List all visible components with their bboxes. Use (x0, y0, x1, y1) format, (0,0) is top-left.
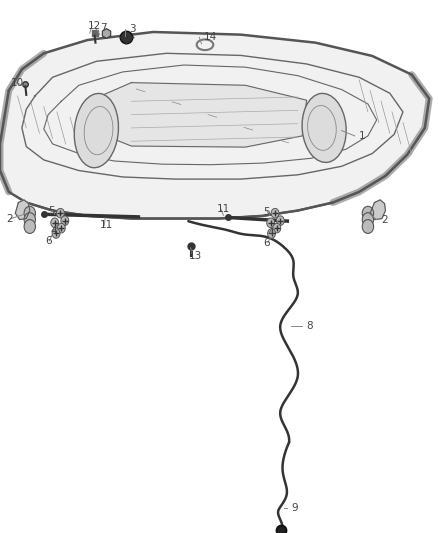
Text: 10: 10 (11, 78, 24, 87)
Polygon shape (0, 32, 429, 219)
Text: 5: 5 (48, 206, 55, 215)
Text: 1: 1 (359, 131, 366, 141)
Text: 7: 7 (100, 23, 106, 33)
Circle shape (362, 213, 374, 227)
Circle shape (362, 206, 374, 220)
Circle shape (268, 229, 276, 238)
Circle shape (24, 213, 35, 227)
Circle shape (273, 223, 281, 233)
Text: 2: 2 (381, 215, 388, 224)
Circle shape (61, 216, 69, 225)
Text: 6: 6 (45, 236, 52, 246)
Circle shape (362, 220, 374, 233)
Text: 6: 6 (264, 238, 270, 247)
Text: 9: 9 (291, 503, 298, 513)
Circle shape (24, 220, 35, 233)
Ellipse shape (302, 93, 346, 163)
Circle shape (267, 218, 275, 228)
Polygon shape (370, 200, 385, 220)
Text: 8: 8 (307, 321, 313, 331)
Text: 13: 13 (188, 251, 201, 261)
Ellipse shape (74, 93, 118, 168)
Polygon shape (96, 83, 307, 147)
Polygon shape (15, 200, 30, 220)
Text: 11: 11 (100, 221, 113, 230)
Text: 2: 2 (7, 214, 13, 223)
Circle shape (24, 206, 35, 220)
Text: 4: 4 (267, 228, 274, 238)
Text: 5: 5 (263, 207, 269, 216)
Text: 14: 14 (204, 33, 217, 42)
Circle shape (57, 208, 64, 218)
Text: 11: 11 (217, 205, 230, 214)
Circle shape (52, 229, 60, 238)
Circle shape (271, 208, 279, 218)
Text: 12: 12 (88, 21, 101, 30)
Circle shape (276, 216, 284, 225)
Circle shape (57, 223, 65, 233)
Circle shape (51, 218, 59, 228)
Text: 4: 4 (50, 227, 57, 236)
Text: 3: 3 (129, 25, 136, 34)
